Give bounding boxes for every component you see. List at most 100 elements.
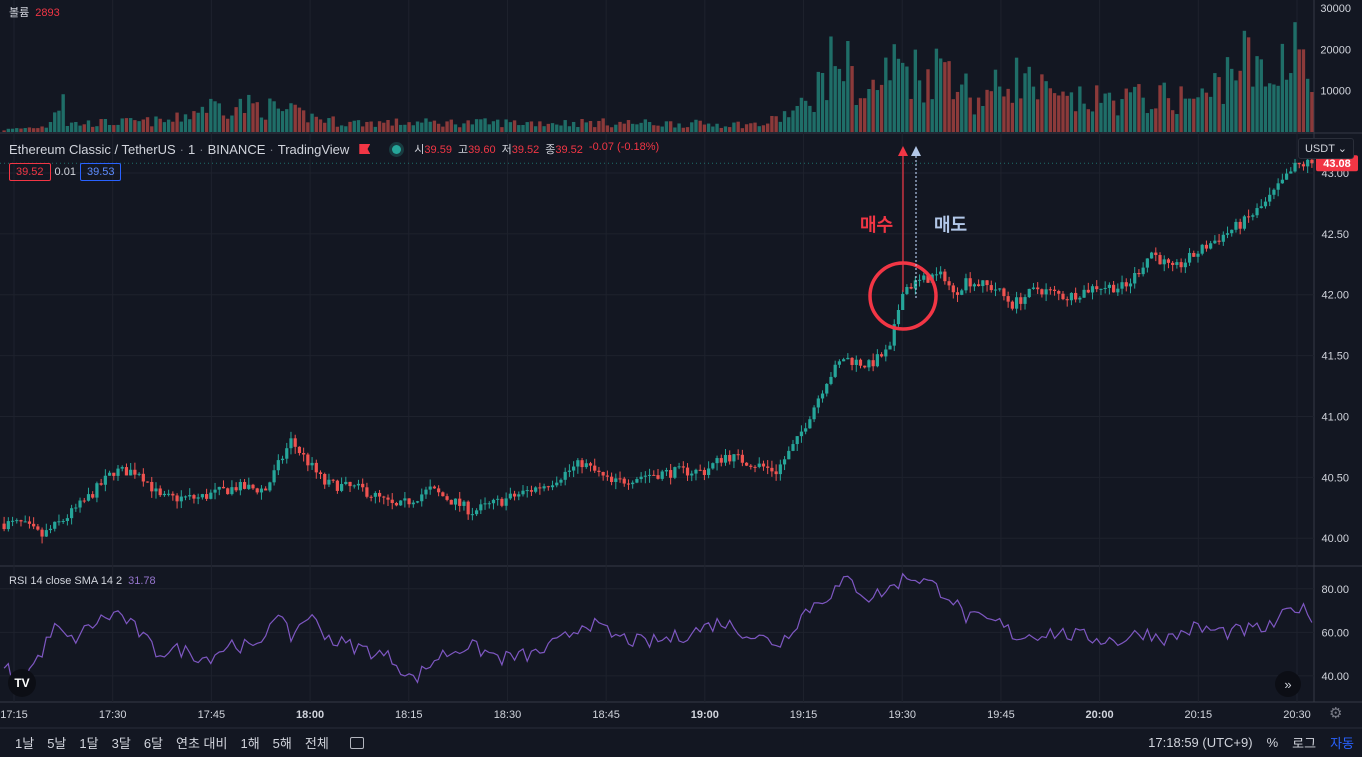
volume-bar [972,114,977,132]
timeframe-button[interactable]: 6달 [143,736,164,751]
candle-body [614,478,618,483]
volume-bar [761,125,766,132]
volume-bar [1052,93,1057,132]
candle-body [1095,286,1099,290]
volume-bar [327,118,331,132]
volume-bar [377,121,382,132]
spread-value: 0.01 [54,166,76,178]
candle-body [1065,299,1069,301]
timeframe-button[interactable]: 연초 대비 [176,736,228,751]
volume-bar [2,130,6,132]
volume-bar [1095,85,1099,132]
volume-bar [521,124,525,132]
volume-bar [107,124,112,132]
volume-bar [998,86,1002,132]
candle-body [1213,240,1217,244]
candle-body [306,454,310,466]
candle-body [1149,252,1154,259]
candle-body [32,523,36,527]
gear-icon[interactable]: ⚙ [1329,705,1343,722]
flag-icon[interactable] [359,144,371,154]
timeframe-button[interactable]: 5날 [47,736,67,751]
legend-symbol[interactable]: Ethereum Classic / TetherUS [9,141,176,157]
time-tick-label: 19:15 [790,709,818,721]
candle-body [86,494,91,501]
volume-bar [875,90,880,132]
percent-toggle[interactable]: % [1266,735,1279,750]
volume-bar [61,94,65,132]
volume-bar [867,88,871,132]
candle-body [1090,286,1095,293]
toolbar-right: 17:18:59 (UTC+9) % 로그 자동 [1148,728,1354,757]
candle-body [209,492,213,499]
volume-bar [19,128,23,132]
candle-body [1301,164,1306,167]
currency-button[interactable]: USDT ⌄ [1297,138,1354,159]
candle-body [1023,297,1027,304]
candle-body [711,463,715,469]
log-toggle[interactable]: 로그 [1292,736,1317,751]
candle-body [1284,173,1289,180]
timeframe-button[interactable]: 5해 [272,736,292,751]
candle-body [1171,262,1175,265]
candle-body [116,468,120,476]
calendar-icon[interactable] [349,736,364,749]
candle-body [1006,296,1010,302]
volume-bar [1263,86,1268,132]
volume-bar [571,121,576,132]
timeframe-button[interactable]: 1날 [15,736,35,751]
auto-toggle[interactable]: 자동 [1330,736,1354,751]
volume-bar [943,62,947,132]
market-status-icon[interactable] [392,144,402,154]
volume-bar [496,119,500,132]
candle-body [10,520,15,522]
candle-body [234,487,238,491]
timeframe-button[interactable]: 3달 [111,736,131,751]
tradingview-logo-icon[interactable]: TV [8,669,36,697]
volume-bar [234,107,238,132]
volume-bar [1099,102,1103,132]
volume-bar [1124,88,1128,132]
candle-body [1128,283,1133,287]
volume-bar [331,116,335,132]
rsi-tick-label: 80.00 [1321,584,1349,596]
ask-box[interactable]: 39.53 [79,163,122,181]
volume-bar [850,66,854,132]
scroll-to-realtime-icon[interactable]: » [1275,671,1301,697]
candle-body [512,493,517,497]
volume-bar [601,118,605,132]
volume-bar [976,97,981,132]
candle-body [1107,284,1111,288]
volume-bar [504,119,508,132]
legend-interval[interactable]: 1 [188,141,196,157]
volume-bar [917,80,922,132]
close-value: 39.52 [555,144,583,156]
volume-tick-label: 10000 [1320,86,1351,98]
candle-body [1183,262,1187,268]
candle-body [605,475,609,477]
candle-body [2,523,6,530]
volume-bar [44,127,48,132]
volume-bar [690,122,694,132]
volume-bar [631,123,635,132]
volume-bar [787,117,791,132]
candle-body [213,489,217,493]
volume-bar [411,125,416,132]
clock[interactable]: 17:18:59 (UTC+9) [1148,735,1253,750]
timeframe-button[interactable]: 1달 [79,736,99,751]
volume-bar [27,127,32,132]
candle-body [795,436,799,445]
candle-body [411,502,415,505]
volume-bar [1061,91,1065,132]
buy-arrow-head [898,146,908,156]
timeframe-button[interactable]: 전체 [304,736,329,751]
volume-bar [1305,78,1310,132]
volume-bar [825,100,829,132]
bid-box[interactable]: 39.52 [9,163,51,181]
candle-body [567,470,572,472]
timeframe-button[interactable]: 1해 [240,736,260,751]
candle-body [407,498,411,505]
candle-body [1259,206,1263,209]
candle-body [685,467,690,476]
volume-bar [871,79,875,132]
